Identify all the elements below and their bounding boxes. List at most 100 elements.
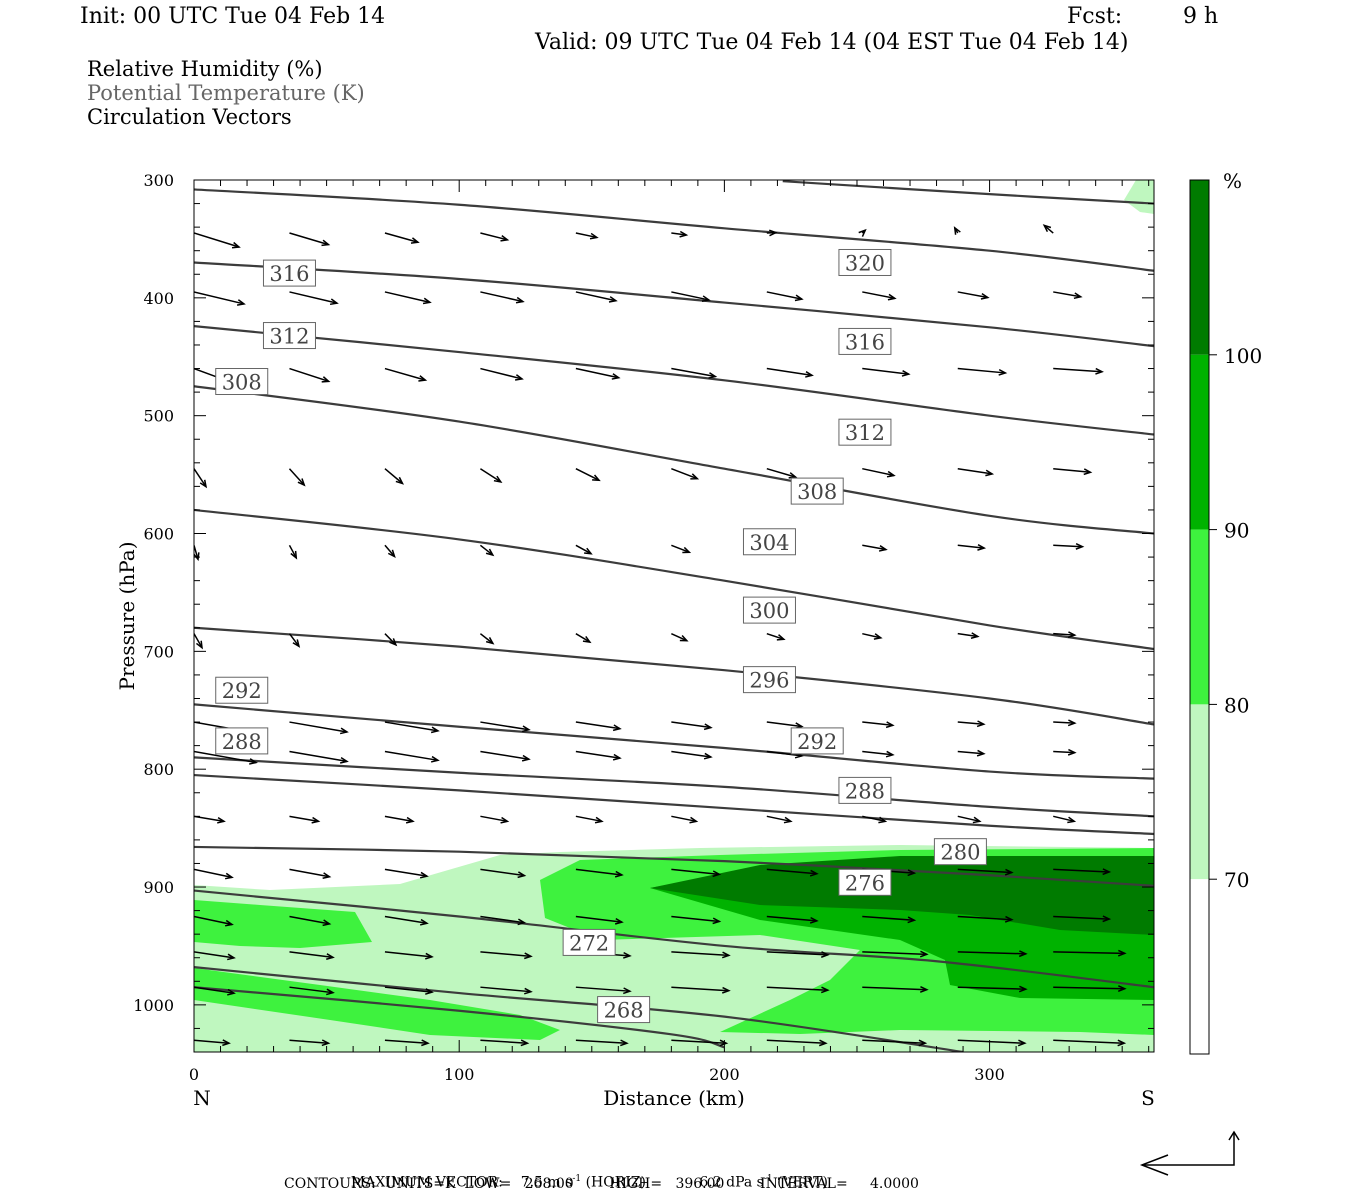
contour-label-box	[933, 838, 987, 866]
circulation-vector	[480, 232, 510, 242]
theta-contour-272	[194, 966, 964, 1052]
rh-70-80-region	[1124, 180, 1154, 214]
circulation-vector	[384, 544, 396, 558]
circulation-vector	[1053, 467, 1093, 476]
y-tick-label: 700	[143, 642, 174, 661]
circulation-vector	[1053, 291, 1083, 300]
colorbar-frame	[1189, 179, 1210, 1055]
y-tick-label: 500	[143, 407, 174, 426]
theta-contour-292	[194, 756, 1154, 818]
circulation-vector	[957, 868, 1014, 876]
circulation-vector	[862, 544, 888, 552]
circulation-vector	[480, 951, 533, 960]
circulation-vector	[289, 232, 331, 247]
circulation-vector	[957, 720, 986, 728]
theta-contour-268	[194, 986, 725, 1049]
contour-label-box	[262, 259, 316, 287]
colorbar-segment	[1190, 354, 1209, 530]
max-vector-label: MAXIMUM VECTOR:	[350, 1174, 503, 1191]
contour-label-box	[742, 666, 796, 694]
contour-label-268: 268	[604, 999, 644, 1023]
colorbar-segment	[1190, 180, 1209, 355]
circulation-vector	[288, 633, 301, 648]
circulation-vector	[480, 468, 503, 483]
circulation-vector	[766, 986, 830, 994]
y-tick-label: 800	[143, 760, 174, 779]
contour-label-box	[742, 528, 796, 556]
contour-label-308: 308	[222, 371, 262, 395]
circulation-vector	[766, 815, 793, 824]
circulation-vector	[1053, 1039, 1127, 1047]
rh-80-90-region	[194, 900, 372, 948]
circulation-vector	[289, 951, 335, 960]
circulation-vector	[384, 951, 434, 960]
circulation-vector	[289, 291, 339, 306]
circulation-vector	[384, 367, 428, 382]
circulation-vector	[1053, 949, 1127, 957]
init-time: Init: 00 UTC Tue 04 Feb 14	[80, 4, 386, 29]
x-axis-title: Distance (km)	[603, 1086, 745, 1110]
colorbar-level-label: 90	[1224, 519, 1249, 543]
circulation-vector	[384, 986, 434, 995]
legend-circulation-vectors: Circulation Vectors	[87, 105, 292, 129]
circulation-vector	[671, 291, 711, 303]
contour-label-box	[742, 596, 796, 624]
circulation-vector	[1053, 868, 1112, 876]
circulation-vector	[194, 915, 234, 927]
circulation-vector	[480, 750, 531, 762]
circulation-vector	[671, 1039, 729, 1047]
humidity-shading	[194, 180, 1154, 1052]
contour-label-304: 304	[749, 531, 789, 555]
circulation-vector	[671, 721, 713, 731]
contour-label-box	[838, 776, 892, 804]
reference-vector-icon	[1139, 1130, 1240, 1176]
colorbar-segment	[1190, 704, 1209, 880]
max-horiz-value: 7.5 m s	[520, 1174, 573, 1191]
circulation-vector	[671, 986, 731, 994]
circulation-vector	[957, 544, 987, 551]
circulation-vector	[480, 815, 510, 824]
circulation-vector	[862, 291, 897, 301]
x-tick-label: 200	[709, 1065, 740, 1084]
x-tick-label: 0	[189, 1065, 199, 1084]
circulation-vector	[575, 544, 593, 555]
circulation-vector	[957, 915, 1014, 923]
circulation-vector	[862, 721, 895, 729]
theta-contour-308	[194, 385, 1154, 535]
circulation-vector	[384, 1039, 430, 1047]
circulation-vector	[957, 985, 1028, 993]
circulation-vectors	[194, 224, 1127, 1047]
circulation-vector	[194, 750, 258, 765]
circulation-vector	[766, 229, 778, 237]
axis-tick-labels: 300 400 500 600 700 800 900 1000 0 100 200 300	[133, 171, 1005, 1084]
circulation-vector	[858, 228, 867, 237]
circulation-vector	[575, 468, 601, 482]
theta-contour-312	[194, 325, 1154, 436]
theta-contour-labels: 320 316 316 312 312 308 308 304 300 296 292 292 288 2…	[215, 248, 987, 1024]
circulation-vector	[194, 951, 236, 961]
colorbar: % 100 90 80 70	[1189, 169, 1262, 1055]
contour-label-292: 292	[797, 730, 837, 754]
contour-label-288: 288	[845, 779, 885, 803]
circulation-vector	[575, 986, 632, 995]
circulation-vector	[194, 986, 236, 996]
circulation-vector	[957, 1039, 1027, 1047]
circulation-vector	[671, 632, 689, 642]
contour-label-292: 292	[222, 679, 262, 703]
contour-label-312: 312	[845, 421, 885, 445]
y-tick-label: 400	[143, 289, 174, 308]
circulation-vector	[1053, 915, 1112, 923]
contour-label-272: 272	[569, 931, 609, 955]
circulation-vector	[957, 467, 995, 477]
circulation-vector	[575, 721, 622, 732]
circulation-vector	[766, 367, 814, 378]
x-tick-label: 300	[974, 1065, 1005, 1084]
circulation-vector	[384, 815, 415, 824]
contours-info: CONTOURS: UNITS=K LOW= 268.00 HIGH= 396.…	[284, 1176, 919, 1192]
circulation-vector	[575, 815, 604, 824]
y-axis-title: Pressure (hPa)	[115, 542, 139, 691]
circulation-vector	[384, 232, 420, 244]
max-vector-info: MAXIMUM VECTOR: 7.5 m s-1 (HORIZ) 6.2 dP…	[342, 1158, 828, 1191]
contour-label-308: 308	[797, 480, 837, 504]
circulation-vector	[671, 951, 731, 959]
